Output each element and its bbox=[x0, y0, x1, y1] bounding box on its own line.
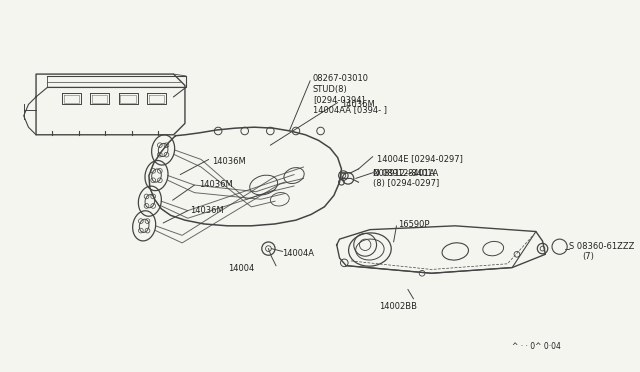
Text: 14004A: 14004A bbox=[282, 248, 314, 257]
Text: [0294-0394]: [0294-0394] bbox=[313, 95, 365, 104]
Text: 14004: 14004 bbox=[228, 264, 254, 273]
Text: (8) [0294-0297]: (8) [0294-0297] bbox=[372, 179, 439, 188]
Text: 14004E [0294-0297]: 14004E [0294-0297] bbox=[376, 154, 463, 163]
Text: 14036M: 14036M bbox=[342, 100, 375, 109]
Text: (7): (7) bbox=[582, 252, 594, 262]
Text: Ø08912-8401A: Ø08912-8401A bbox=[372, 169, 436, 178]
Text: 14036M: 14036M bbox=[199, 180, 233, 189]
Text: ^ · · 0^ 0·04: ^ · · 0^ 0·04 bbox=[512, 342, 561, 351]
Text: 14036M: 14036M bbox=[212, 157, 246, 166]
Text: 14036M: 14036M bbox=[189, 206, 223, 215]
Text: S 08360-61ZZZ: S 08360-61ZZZ bbox=[569, 242, 634, 251]
Text: 14004AA [0394- ]: 14004AA [0394- ] bbox=[313, 105, 387, 114]
Text: N 08912-8401A: N 08912-8401A bbox=[372, 169, 438, 178]
Text: STUD(8): STUD(8) bbox=[313, 84, 348, 93]
Text: 16590P: 16590P bbox=[398, 220, 430, 229]
Text: 14002BB: 14002BB bbox=[380, 302, 417, 311]
Text: 08267-03010: 08267-03010 bbox=[313, 74, 369, 83]
